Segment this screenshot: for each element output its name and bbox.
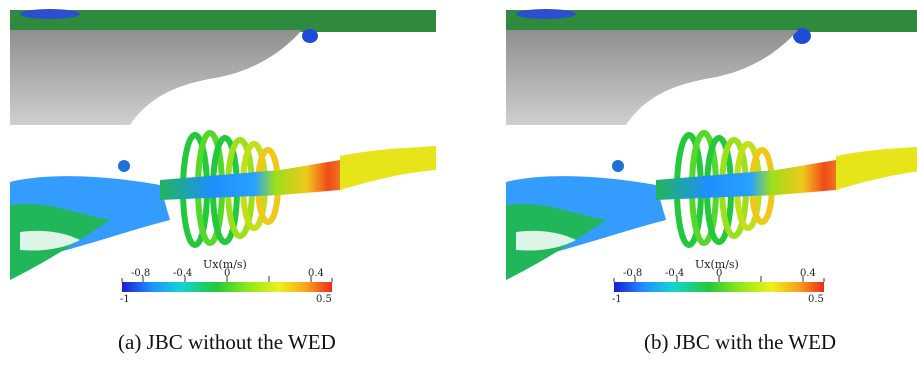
colorbar-gradient [122,282,332,292]
caption-a: (a) JBC without the WED [118,330,336,354]
colorbar-tick: -0.8 [623,268,643,279]
colorbar-tick: 0.4 [800,268,816,279]
panel-a: Ux(m/s) -0.8 -0.4 0 0.4 -1 0.5 [10,0,436,312]
colorbar-title: Ux(m/s) [203,258,247,271]
colorbar-gradient [614,282,824,292]
caption-b: (b) JBC with the WED [644,330,837,354]
colorbar-tick: -0.8 [131,268,151,279]
wake-downstream [836,146,917,190]
flow-visualization-b [506,9,917,292]
deck-surface [506,10,917,32]
flow-visualization-a [10,9,436,292]
deck-surface [10,10,436,32]
colorbar-title: Ux(m/s) [695,258,739,271]
colorbar-tick: 0 [224,268,231,279]
colorbar-tick: 0.4 [308,268,324,279]
colorbar-min-label: -1 [120,294,130,305]
colorbar-tick: -0.4 [173,268,193,279]
ship-hull [506,30,798,125]
hub-vortex [160,160,370,200]
wake-downstream [340,146,436,190]
panel-b: Ux(m/s) -0.8 -0.4 0 0.4 -1 0.5 [506,0,917,312]
colorbar-max-label: 0.5 [808,294,824,305]
colorbar-tick: -0.4 [665,268,685,279]
colorbar-tick: 0 [716,268,723,279]
ship-hull [10,30,302,125]
colorbar-max-label: 0.5 [316,294,332,305]
colorbar-min-label: -1 [612,294,622,305]
hub-vortex [656,160,866,200]
